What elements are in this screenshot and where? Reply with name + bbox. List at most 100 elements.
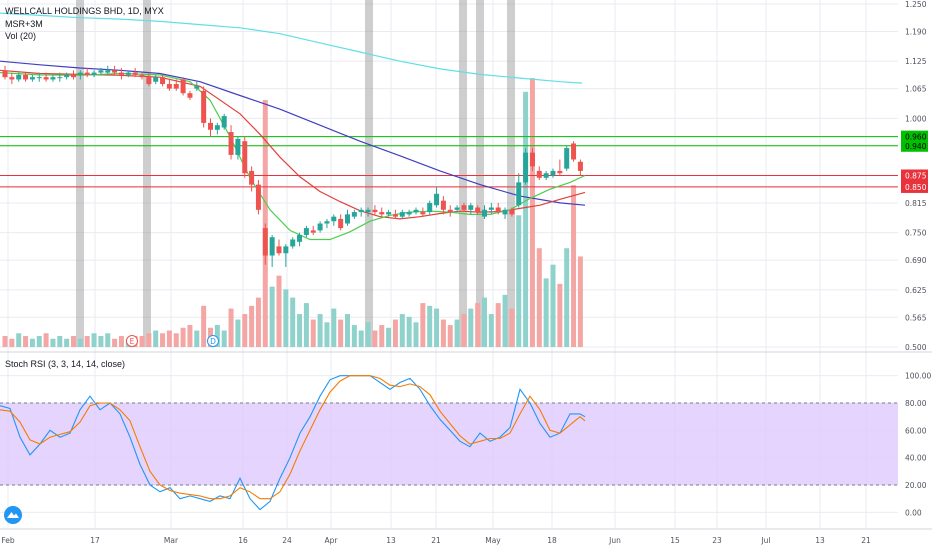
candle[interactable] <box>269 234 275 267</box>
candle[interactable] <box>324 218 330 229</box>
candle[interactable] <box>2 65 8 80</box>
candle[interactable] <box>71 70 76 80</box>
rsi-axis-label: 20.00 <box>905 481 927 490</box>
candle[interactable] <box>173 79 179 91</box>
candle[interactable] <box>543 170 549 181</box>
candle[interactable] <box>187 90 193 101</box>
candle[interactable] <box>529 148 535 171</box>
candle[interactable] <box>509 207 515 217</box>
candle[interactable] <box>84 68 90 78</box>
candle[interactable] <box>36 72 42 82</box>
candle[interactable] <box>9 72 15 85</box>
indicator-vol-label[interactable]: Vol (20) <box>5 31 37 41</box>
candle[interactable] <box>440 196 446 215</box>
candle[interactable] <box>577 159 583 176</box>
candle[interactable] <box>91 70 97 78</box>
candle[interactable] <box>420 207 426 217</box>
candle[interactable] <box>536 166 542 181</box>
candle[interactable] <box>50 74 56 82</box>
candle[interactable] <box>516 173 522 208</box>
candle[interactable] <box>112 65 118 75</box>
candle[interactable] <box>153 74 159 85</box>
candle[interactable] <box>331 214 337 226</box>
candle[interactable] <box>571 141 577 162</box>
candle[interactable] <box>262 223 268 265</box>
symbol-title[interactable]: WELLCALL HOLDINGS BHD, 1D, MYX <box>5 6 164 16</box>
candle[interactable] <box>434 186 440 208</box>
price-level-badge-bg <box>901 169 928 182</box>
price-level-badge[interactable]: 0.875 <box>901 169 928 182</box>
candle[interactable] <box>255 180 261 215</box>
candle[interactable] <box>392 209 398 219</box>
candle[interactable] <box>358 207 364 217</box>
candle[interactable] <box>276 239 282 256</box>
candle[interactable] <box>495 202 501 215</box>
candle[interactable] <box>454 205 460 213</box>
candle[interactable] <box>557 159 563 176</box>
candle[interactable] <box>201 86 207 128</box>
candle[interactable] <box>468 202 474 215</box>
candle[interactable] <box>118 68 124 80</box>
candle[interactable] <box>139 72 145 80</box>
candle[interactable] <box>564 145 570 171</box>
candle[interactable] <box>345 209 350 226</box>
candle[interactable] <box>132 68 138 78</box>
candle[interactable] <box>386 209 392 217</box>
candle[interactable] <box>283 244 289 267</box>
candle[interactable] <box>98 68 104 75</box>
candle[interactable] <box>249 166 255 192</box>
tradingview-logo-icon[interactable] <box>4 506 22 524</box>
candle[interactable] <box>351 209 357 219</box>
candle[interactable] <box>502 207 508 219</box>
candle[interactable] <box>317 221 323 233</box>
price-level-badge-text: 0.960 <box>905 133 927 142</box>
candle[interactable] <box>447 205 453 217</box>
indicator-msr-label[interactable]: MSR+3M <box>5 19 43 29</box>
candle[interactable] <box>57 72 63 82</box>
candle[interactable] <box>290 237 296 249</box>
candle[interactable] <box>146 72 152 87</box>
candle[interactable] <box>427 200 433 215</box>
candle[interactable] <box>208 118 213 137</box>
candle[interactable] <box>29 74 35 82</box>
candle[interactable] <box>338 214 344 231</box>
candle[interactable] <box>43 72 49 82</box>
candle[interactable] <box>166 79 172 91</box>
candle[interactable] <box>214 122 220 135</box>
candle[interactable] <box>242 136 248 178</box>
candle[interactable] <box>475 205 481 215</box>
candle[interactable] <box>125 70 131 78</box>
candle[interactable] <box>482 205 487 219</box>
price-level-badge[interactable]: 0.850 <box>901 180 928 193</box>
candle[interactable] <box>365 207 371 217</box>
candle[interactable] <box>235 136 241 160</box>
earnings-marker[interactable]: E <box>126 335 138 347</box>
candle[interactable] <box>488 202 494 215</box>
price-level-badge[interactable]: 0.940 <box>901 139 928 152</box>
candle[interactable] <box>303 225 309 238</box>
stoch-rsi-label[interactable]: Stoch RSI (3, 3, 14, 14, close) <box>5 359 126 369</box>
candle[interactable] <box>461 202 467 213</box>
candle[interactable] <box>550 168 556 178</box>
candle[interactable] <box>64 72 70 80</box>
candle[interactable] <box>160 74 166 87</box>
candle[interactable] <box>413 207 419 215</box>
candle[interactable] <box>16 72 22 82</box>
candle[interactable] <box>406 209 412 217</box>
candle[interactable] <box>105 65 111 75</box>
candle[interactable] <box>228 125 234 160</box>
price-level-badge[interactable]: 0.960 <box>901 130 928 143</box>
candle[interactable] <box>399 209 405 219</box>
dividend-marker[interactable]: D <box>207 335 219 347</box>
candle[interactable] <box>194 81 200 91</box>
candle[interactable] <box>297 232 303 247</box>
candle[interactable] <box>23 72 29 82</box>
candle[interactable] <box>180 77 186 96</box>
candle[interactable] <box>372 205 378 215</box>
candle[interactable] <box>379 207 385 217</box>
candle[interactable] <box>523 148 529 185</box>
candle[interactable] <box>310 225 316 235</box>
candle[interactable] <box>221 113 227 130</box>
candle[interactable] <box>77 70 83 80</box>
